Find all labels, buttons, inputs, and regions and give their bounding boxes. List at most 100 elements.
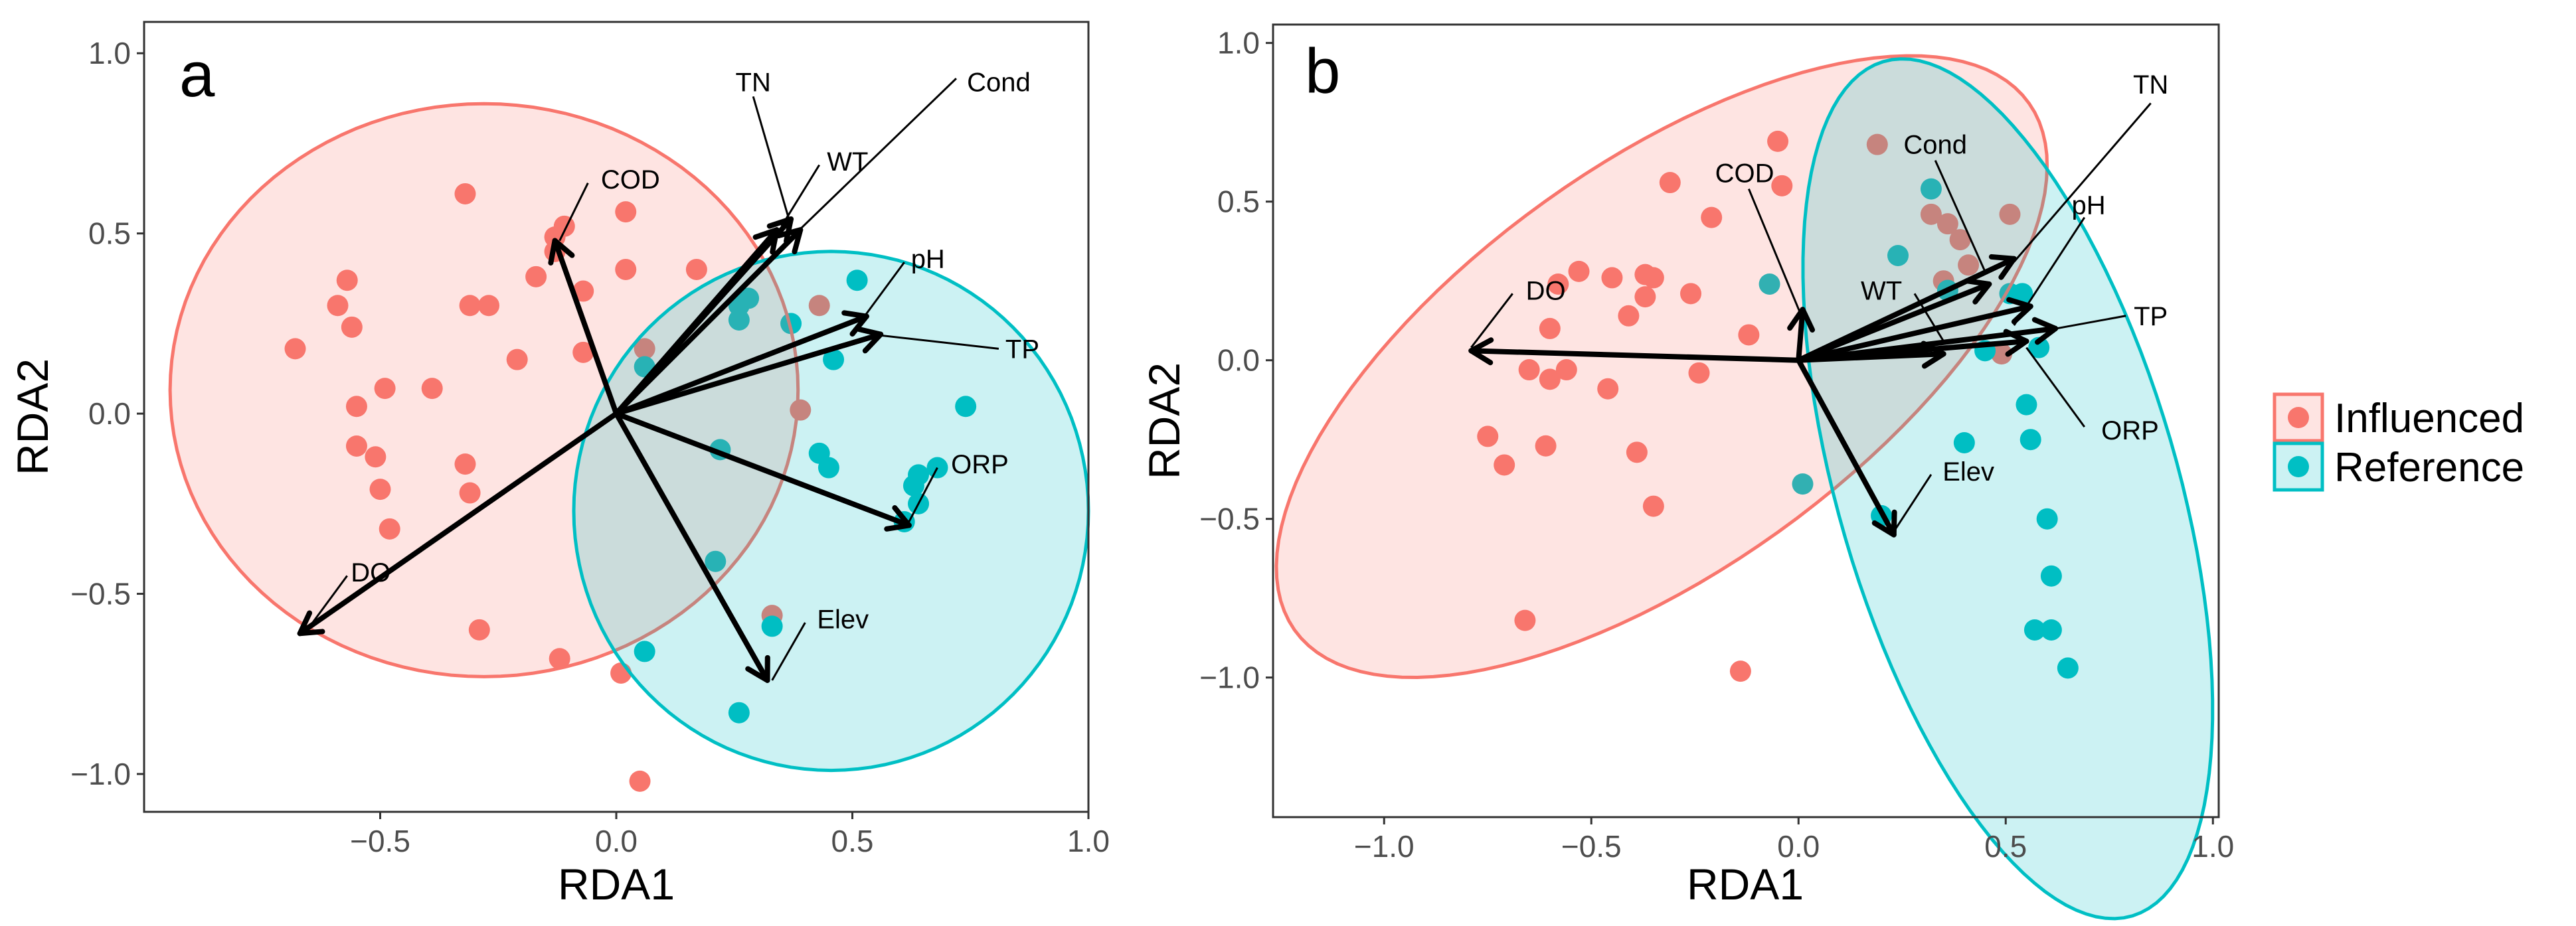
point-reference — [634, 641, 655, 662]
vector-do-arrowhead — [1468, 337, 1494, 366]
y-tick-label: 1.0 — [88, 36, 131, 70]
point-influenced — [1642, 495, 1664, 517]
vector-elev — [614, 411, 770, 683]
vector-label-ph: pH — [911, 245, 945, 274]
legend-dot-reference — [2288, 456, 2309, 477]
point-influenced — [1634, 286, 1656, 308]
point-reference — [1953, 431, 1975, 453]
vector-label-elev: Elev — [1942, 457, 1994, 487]
y-tick-label: 0.0 — [88, 396, 131, 431]
point-reference — [761, 615, 783, 637]
vector-tn-arrowhead — [1988, 254, 2017, 280]
point-influenced — [341, 316, 363, 338]
vector-ph-arrowhead — [841, 310, 869, 337]
ellipse-reference — [1801, 57, 2215, 921]
x-tick-label: 0.0 — [1777, 829, 1820, 864]
vector-elev-leader — [1893, 473, 1932, 532]
vector-label-do: DO — [351, 558, 390, 587]
point-influenced — [454, 183, 476, 204]
legend-item-reference[interactable]: Reference — [2273, 441, 2524, 492]
point-influenced — [379, 518, 400, 540]
vector-cond — [614, 227, 804, 417]
point-influenced — [1999, 203, 2021, 225]
legend-item-influenced[interactable]: Influenced — [2273, 392, 2524, 443]
point-reference — [728, 702, 750, 724]
vector-do — [1468, 348, 1802, 363]
vector-elev-arrowhead — [745, 655, 770, 683]
point-reference — [2057, 657, 2079, 679]
vector-orp-leader — [2025, 347, 2086, 427]
vector-wt — [614, 227, 780, 417]
point-influenced — [1701, 206, 1723, 228]
legend-label-influenced: Influenced — [2334, 396, 2524, 441]
point-influenced — [284, 338, 306, 360]
point-reference — [2019, 429, 2041, 451]
vector-wt-leader — [1913, 293, 1944, 342]
vector-orp-arrowhead — [884, 505, 912, 532]
point-influenced — [421, 378, 443, 400]
point-influenced — [1539, 368, 1561, 390]
vector-label-ph: pH — [2071, 191, 2105, 220]
point-reference — [823, 348, 845, 370]
point-influenced — [685, 258, 707, 280]
vector-tp-leader — [2038, 315, 2126, 333]
point-influenced — [1494, 454, 1515, 476]
point-influenced — [468, 619, 490, 641]
x-tick-label: −1.0 — [1354, 829, 1415, 864]
vector-label-elev: Elev — [817, 605, 869, 635]
point-reference — [955, 396, 977, 418]
point-influenced — [1659, 172, 1681, 194]
point-reference — [2016, 394, 2037, 416]
point-reference — [1759, 273, 1780, 295]
point-reference — [1792, 473, 1814, 495]
vector-label-cod: COD — [1715, 159, 1774, 189]
vector-orp — [614, 411, 912, 528]
point-influenced — [1618, 305, 1640, 327]
point-influenced — [1680, 283, 1702, 305]
point-influenced — [1626, 441, 1648, 463]
vector-do — [297, 411, 619, 637]
point-influenced — [1991, 343, 2013, 365]
vector-do-arrowhead — [297, 610, 325, 637]
vector-wt-leader — [780, 164, 821, 227]
ellipse-influenced — [1274, 54, 2049, 680]
vector-ph — [614, 313, 869, 417]
point-influenced — [336, 270, 358, 291]
point-influenced — [1958, 254, 1980, 276]
point-influenced — [634, 338, 655, 360]
x-tick-label: 1.0 — [2191, 829, 2234, 864]
point-influenced — [345, 396, 367, 418]
point-influenced — [345, 435, 367, 457]
vector-tp-leader — [871, 333, 999, 350]
panel-b-frame — [1272, 23, 2220, 818]
point-reference — [817, 457, 839, 479]
vector-label-do: DO — [1526, 277, 1566, 306]
vector-label-tp: TP — [2134, 302, 2168, 331]
y-tick-label: −0.5 — [1199, 502, 1260, 536]
vector-wt — [1796, 351, 1946, 363]
vector-orp-leader — [908, 467, 938, 522]
vector-cond — [1796, 281, 1992, 363]
point-influenced — [572, 341, 594, 363]
vector-tn-leader — [752, 96, 792, 227]
point-influenced — [1547, 273, 1569, 295]
point-influenced — [1514, 609, 1536, 631]
point-reference — [2012, 283, 2033, 305]
point-reference — [2023, 619, 2045, 641]
x-tick-label: 0.5 — [831, 824, 874, 858]
vector-cond-leader — [1934, 159, 1986, 272]
y-tick-label: −1.0 — [1199, 660, 1260, 695]
point-reference — [1920, 178, 1942, 200]
ellipse-influenced — [168, 102, 800, 678]
vector-do-leader — [303, 575, 348, 635]
panel-b: TN Cond COD pH TP ORP WT DO Elev −1.0 −0.5 0.0 0.5 1.… — [1140, 23, 2234, 921]
point-influenced — [365, 446, 386, 468]
panel-a-x-axis-title: RDA1 — [558, 860, 675, 909]
panel-b-letter: b — [1305, 36, 1340, 107]
vector-label-cod: COD — [601, 165, 660, 194]
y-tick-label: −0.5 — [70, 577, 131, 611]
point-influenced — [1642, 267, 1664, 289]
point-influenced — [1555, 359, 1577, 381]
y-tick-label: 1.0 — [1217, 26, 1260, 60]
vector-tp-arrowhead — [2031, 317, 2059, 345]
